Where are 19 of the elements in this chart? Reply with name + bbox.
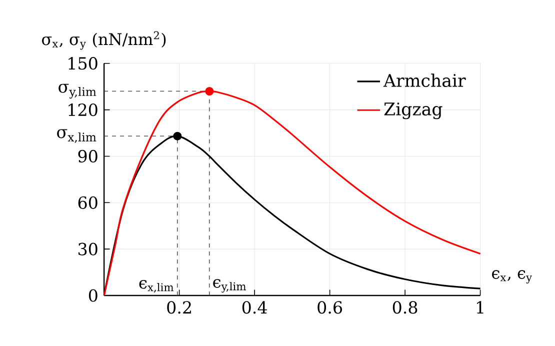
y-tick-label: 0 xyxy=(88,289,98,302)
x-tick-label: 0.2 xyxy=(167,301,191,314)
y-tick-label: 30 xyxy=(78,242,98,256)
x-axis-title: ϵ$_{x}$, ϵ$_{y}$ xyxy=(492,270,532,284)
y-tick-label: 150 xyxy=(68,56,98,70)
ref-line-label: σ$_{x,lim}$ xyxy=(57,129,96,143)
y-tick-label: 120 xyxy=(68,103,98,116)
x-tick-label: 0.4 xyxy=(242,301,267,314)
x-tick-label: 0.8 xyxy=(392,301,418,314)
ref-line-label: ϵ$_{x,lim}$ xyxy=(139,280,174,292)
x-tick-label: 0.6 xyxy=(318,301,342,314)
ref-line-label: σ$_{y,lim}$ xyxy=(58,84,96,98)
y-axis-title: σ$_{x}$, σ$_{y}$ (nN/nm$^{2}$) xyxy=(42,31,166,50)
legend-label: Armchair xyxy=(383,74,466,87)
x-tick-label: 1 xyxy=(477,301,484,314)
ref-line-label: ϵ$_{y,lim}$ xyxy=(213,278,246,292)
y-tick-label: 60 xyxy=(78,196,98,209)
y-tick-label: 90 xyxy=(78,150,98,162)
legend-label: Zigzag xyxy=(384,102,442,120)
